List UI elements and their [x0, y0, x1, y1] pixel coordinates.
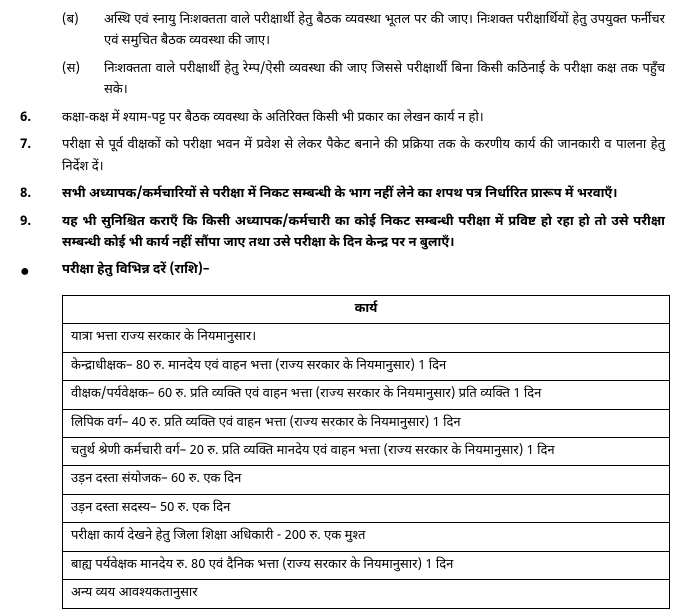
bullet-marker: ● [20, 260, 62, 286]
table-cell: लिपिक वर्ग– 40 रु. प्रति व्यक्ति एवं वाह… [63, 409, 670, 437]
table-row: वीक्षक/पर्यवेक्षक– 60 रु. प्रति व्यक्ति … [63, 381, 670, 409]
item-text: सभी अध्यापक/कर्मचारियों से परीक्षा में न… [62, 184, 665, 205]
table-header-row: कार्य [63, 295, 670, 323]
table-row: अन्य व्यय आवश्यकतानुसार [63, 580, 670, 608]
table-cell: यात्रा भत्ता राज्य सरकार के नियमानुसार। [63, 324, 670, 352]
table-cell: अन्य व्यय आवश्यकतानुसार [63, 580, 670, 608]
item-marker: 7. [20, 135, 62, 178]
table-cell: चतुर्थ श्रेणी कर्मचारी वर्ग– 20 रु. प्रत… [63, 437, 670, 465]
table-row: उड़न दस्ता संयोजक– 60 रु. एक दिन [63, 466, 670, 494]
document-body: (ब) अस्थि एवं स्नायु निःशक्तता वाले परीक… [20, 10, 665, 609]
table-row: यात्रा भत्ता राज्य सरकार के नियमानुसार। [63, 324, 670, 352]
table-row: परीक्षा कार्य देखने हेतु जिला शिक्षा अधि… [63, 523, 670, 551]
table-cell: परीक्षा कार्य देखने हेतु जिला शिक्षा अधि… [63, 523, 670, 551]
list-item: 8. सभी अध्यापक/कर्मचारियों से परीक्षा मे… [20, 184, 665, 205]
table-cell: उड़न दस्ता सदस्य– 50 रु. एक दिन [63, 494, 670, 522]
bullet-heading: ● परीक्षा हेतु विभिन्न दरें (राशि)– [20, 260, 665, 286]
table-cell: बाह्य पर्यवेक्षक मानदेय रु. 80 एवं दैनिक… [63, 551, 670, 579]
item-submarker: (स) [62, 59, 104, 102]
list-sub-item: (स) निःशक्तता वाले परीक्षार्थी हेतु रेम्… [20, 59, 665, 102]
list-item: 9. यह भी सुनिश्चित कराएँ कि किसी अध्यापक… [20, 212, 665, 255]
item-text: यह भी सुनिश्चित कराएँ कि किसी अध्यापक/कर… [62, 212, 665, 255]
item-marker: 9. [20, 212, 62, 255]
item-text: अस्थि एवं स्नायु निःशक्तता वाले परीक्षार… [104, 10, 665, 53]
item-text: निःशक्तता वाले परीक्षार्थी हेतु रेम्प/ऐस… [104, 59, 665, 102]
item-text: कक्षा-कक्ष में श्याम-पट्ट पर बैठक व्यवस्… [62, 108, 665, 129]
item-submarker: (ब) [62, 10, 104, 53]
table-row: लिपिक वर्ग– 40 रु. प्रति व्यक्ति एवं वाह… [63, 409, 670, 437]
table-row: केन्द्राधीक्षक– 80 रु. मानदेय एवं वाहन भ… [63, 352, 670, 380]
list-sub-item: (ब) अस्थि एवं स्नायु निःशक्तता वाले परीक… [20, 10, 665, 53]
item-text: परीक्षा से पूर्व वीक्षकों को परीक्षा भवन… [62, 135, 665, 178]
table-header: कार्य [63, 295, 670, 323]
item-marker: 8. [20, 184, 62, 205]
table-cell: उड़न दस्ता संयोजक– 60 रु. एक दिन [63, 466, 670, 494]
table-cell: केन्द्राधीक्षक– 80 रु. मानदेय एवं वाहन भ… [63, 352, 670, 380]
bullet-text: परीक्षा हेतु विभिन्न दरें (राशि)– [62, 260, 665, 286]
item-marker: 6. [20, 108, 62, 129]
table-row: चतुर्थ श्रेणी कर्मचारी वर्ग– 20 रु. प्रत… [63, 437, 670, 465]
list-item: 6. कक्षा-कक्ष में श्याम-पट्ट पर बैठक व्य… [20, 108, 665, 129]
list-item: 7. परीक्षा से पूर्व वीक्षकों को परीक्षा … [20, 135, 665, 178]
table-cell: वीक्षक/पर्यवेक्षक– 60 रु. प्रति व्यक्ति … [63, 381, 670, 409]
table-row: बाह्य पर्यवेक्षक मानदेय रु. 80 एवं दैनिक… [63, 551, 670, 579]
table-row: उड़न दस्ता सदस्य– 50 रु. एक दिन [63, 494, 670, 522]
rates-table: कार्य यात्रा भत्ता राज्य सरकार के नियमान… [62, 295, 670, 609]
